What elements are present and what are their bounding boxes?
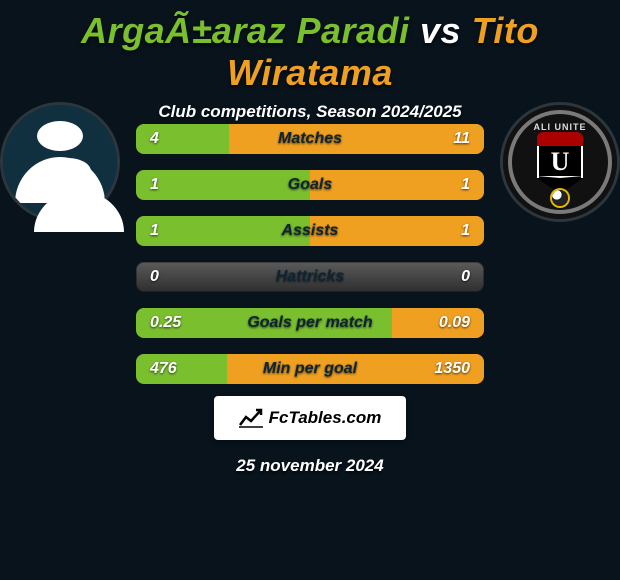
- stat-label: Goals per match: [136, 314, 484, 332]
- stat-row: 411Matches: [136, 124, 484, 154]
- stat-label: Assists: [136, 222, 484, 240]
- stat-label: Hattricks: [136, 268, 484, 286]
- stat-row: 11Assists: [136, 216, 484, 246]
- stat-label: Min per goal: [136, 360, 484, 378]
- brand-badge: FcTables.com: [214, 396, 406, 440]
- title-vs: vs: [420, 10, 472, 51]
- stat-label: Goals: [136, 176, 484, 194]
- stat-label: Matches: [136, 130, 484, 148]
- player1-avatar-secondary: [8, 158, 128, 232]
- brand-logo-icon: [239, 408, 263, 428]
- title-player1: ArgaÃ±araz Paradi: [81, 10, 409, 51]
- crest-letter: U: [551, 149, 570, 175]
- brand-text: FcTables.com: [269, 408, 382, 428]
- player2-club-crest: ALI UNITE U: [500, 102, 620, 222]
- stat-row: 00Hattricks: [136, 262, 484, 292]
- avatar-placeholder-icon: [8, 158, 128, 232]
- stat-row: 4761350Min per goal: [136, 354, 484, 384]
- stat-row: 0.250.09Goals per match: [136, 308, 484, 338]
- stat-row: 11Goals: [136, 170, 484, 200]
- stats-container: 411Matches 11Goals 11Assists 00Hattricks 0.2…: [136, 124, 484, 384]
- crest-top-text: ALI UNITE: [512, 122, 608, 132]
- crest-ball-icon: [552, 190, 568, 206]
- date-label: 25 november 2024: [0, 456, 620, 476]
- comparison-title: ArgaÃ±araz Paradi vs Tito Wiratama: [0, 0, 620, 94]
- crest-icon: ALI UNITE U: [503, 105, 617, 219]
